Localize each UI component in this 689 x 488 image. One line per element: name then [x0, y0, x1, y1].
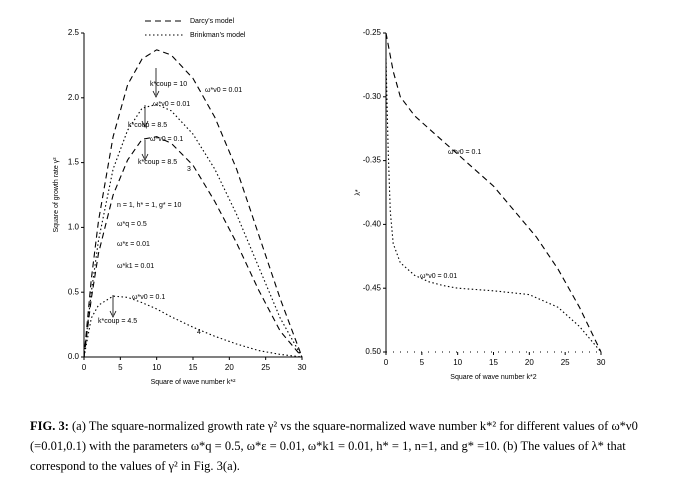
- x-tick-label: 10: [152, 363, 161, 372]
- x-tick-label: 5: [420, 358, 425, 367]
- x-tick-label: 25: [261, 363, 270, 372]
- x-tick-label: 20: [225, 363, 234, 372]
- y-tick-label: -0.40: [363, 220, 382, 229]
- x-tick-label: 15: [489, 358, 498, 367]
- annotation: k*coup = 4.5: [98, 318, 137, 325]
- y-tick-label: -0.25: [363, 28, 382, 37]
- x-tick-label: 30: [298, 363, 307, 372]
- x-tick-label: 10: [453, 358, 462, 367]
- x-tick-label: 15: [189, 363, 198, 372]
- x-tick-label: 0: [82, 363, 87, 372]
- legend-label: Brinkman's model: [190, 32, 246, 39]
- annotation: ω*k1 = 0.01: [117, 263, 154, 270]
- data-line: [83, 103, 303, 358]
- y-tick-label: 0.5: [68, 287, 80, 296]
- x-tick-label: 5: [118, 363, 123, 372]
- y-tick-label: 2.5: [68, 28, 80, 37]
- annotation: ω*ν0 = 0.1: [132, 294, 165, 301]
- y-tick-label: 0.50: [365, 347, 381, 356]
- x-tick-label: 20: [525, 358, 534, 367]
- annotation: k*coup = 8.5: [138, 159, 177, 166]
- annotation: ω*ν0 = 0.01: [420, 273, 457, 280]
- caption-text: (a) The square-normalized growth rate γ²…: [30, 419, 638, 473]
- caption: FIG. 3: (a) The square-normalized growth…: [30, 416, 655, 476]
- annotation: ω*ε = 0.01: [117, 241, 150, 248]
- annotation: 4: [197, 329, 201, 336]
- y-tick-label: -0.35: [363, 156, 382, 165]
- annotation: ω*ν0 = 0.01: [153, 101, 190, 108]
- y-tick-label: 0.0: [68, 352, 80, 361]
- annotation: 3: [187, 166, 191, 173]
- annotation: ω*q = 0.5: [117, 221, 147, 228]
- annotation: ω*ν0 = 0.1: [150, 136, 183, 143]
- annotation: n = 1, h* = 1, g* = 10: [117, 202, 182, 209]
- data-line: [385, 32, 602, 353]
- data-line: [83, 49, 303, 358]
- annotation: ω*ν0 = 0.01: [205, 87, 242, 94]
- annotation: k*coup = 8.5: [128, 122, 167, 129]
- x-axis-label: Square of wave number k*2: [450, 374, 536, 381]
- x-tick-label: 0: [384, 358, 389, 367]
- annotation: k*coup = 10: [150, 81, 187, 88]
- y-tick-label: -0.45: [363, 283, 382, 292]
- y-axis-label: λ*: [355, 189, 362, 196]
- arrows: [109, 68, 160, 318]
- data-line: [83, 136, 303, 358]
- y-tick-label: -0.30: [363, 92, 382, 101]
- y-tick-label: 1.0: [68, 223, 80, 232]
- legend-label: Darcy's model: [190, 18, 235, 25]
- data-line: [83, 295, 303, 358]
- annotation: ω*ν0 = 0.1: [448, 149, 481, 156]
- x-axis-label: Square of wave number k*²: [151, 379, 236, 386]
- caption-label: FIG. 3:: [30, 419, 69, 433]
- y-tick-label: 1.5: [68, 158, 80, 167]
- y-tick-label: 2.0: [68, 93, 80, 102]
- y-axis-label: Square of growth rate γ²: [53, 157, 60, 233]
- data-line: [385, 58, 602, 353]
- x-tick-label: 25: [561, 358, 570, 367]
- x-tick-label: 30: [597, 358, 606, 367]
